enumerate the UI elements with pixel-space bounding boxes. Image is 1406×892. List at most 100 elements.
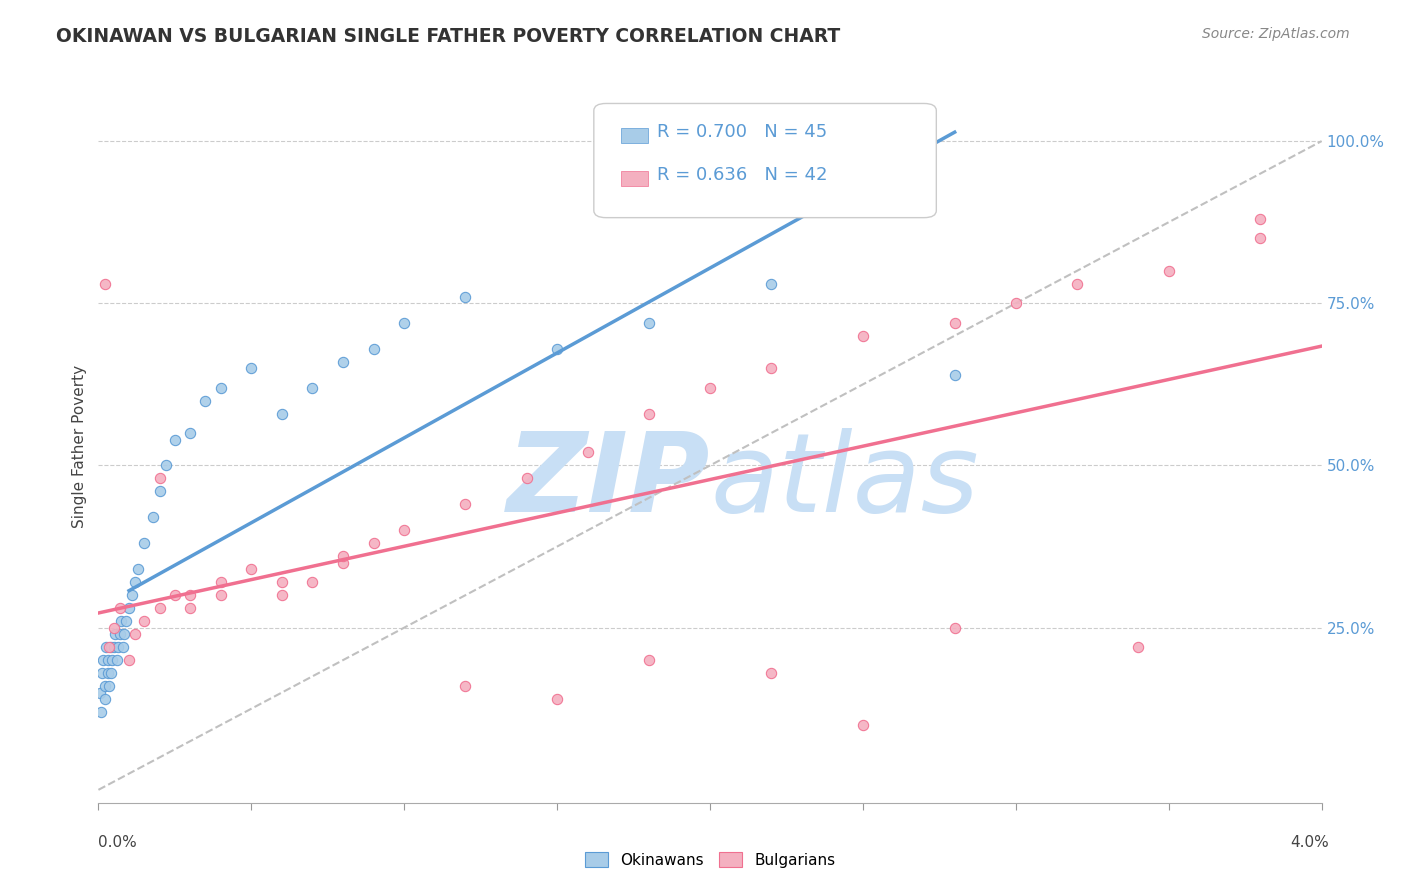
- Point: [1249, 231, 1271, 245]
- Point: [89, 685, 111, 699]
- Point: [1249, 211, 1271, 226]
- Point: [91, 666, 114, 681]
- Point: [454, 290, 477, 304]
- Text: Source: ZipAtlas.com: Source: ZipAtlas.com: [1202, 27, 1350, 41]
- Point: [546, 692, 568, 706]
- Point: [163, 588, 186, 602]
- Point: [142, 510, 165, 524]
- Point: [124, 627, 146, 641]
- FancyBboxPatch shape: [620, 128, 648, 144]
- Point: [759, 666, 782, 681]
- Point: [118, 601, 141, 615]
- Point: [637, 407, 661, 421]
- Point: [127, 562, 149, 576]
- Point: [240, 361, 263, 376]
- Point: [1157, 264, 1180, 278]
- Point: [516, 471, 538, 485]
- Point: [943, 368, 966, 382]
- Point: [332, 556, 354, 570]
- Point: [270, 407, 294, 421]
- Point: [637, 316, 661, 330]
- Point: [270, 588, 294, 602]
- Point: [163, 433, 186, 447]
- Y-axis label: Single Father Poverty: Single Father Poverty: [72, 365, 87, 527]
- Point: [363, 342, 385, 356]
- Point: [392, 524, 416, 538]
- Point: [100, 666, 122, 681]
- Text: OKINAWAN VS BULGARIAN SINGLE FATHER POVERTY CORRELATION CHART: OKINAWAN VS BULGARIAN SINGLE FATHER POVE…: [56, 27, 841, 45]
- Text: R = 0.636   N = 42: R = 0.636 N = 42: [658, 166, 828, 184]
- Point: [100, 640, 122, 654]
- Point: [94, 692, 117, 706]
- Point: [121, 588, 143, 602]
- Point: [105, 653, 128, 667]
- Point: [149, 484, 172, 499]
- Text: atlas: atlas: [710, 428, 979, 535]
- Point: [90, 705, 112, 719]
- Text: ZIP: ZIP: [506, 428, 710, 535]
- Point: [149, 601, 172, 615]
- Point: [104, 627, 127, 641]
- Point: [134, 536, 156, 550]
- Point: [112, 627, 135, 641]
- Point: [97, 666, 120, 681]
- Point: [179, 425, 201, 440]
- Point: [91, 653, 114, 667]
- Point: [699, 381, 721, 395]
- Point: [943, 316, 966, 330]
- Point: [93, 277, 115, 291]
- Point: [852, 718, 875, 732]
- Point: [392, 316, 416, 330]
- Text: 0.0%: 0.0%: [98, 836, 138, 850]
- Point: [240, 562, 263, 576]
- Point: [124, 575, 146, 590]
- Point: [98, 640, 121, 654]
- FancyBboxPatch shape: [593, 103, 936, 218]
- Legend: Okinawans, Bulgarians: Okinawans, Bulgarians: [579, 846, 841, 873]
- Point: [454, 497, 477, 511]
- Point: [179, 601, 201, 615]
- Point: [576, 445, 599, 459]
- Point: [149, 471, 172, 485]
- Point: [363, 536, 385, 550]
- FancyBboxPatch shape: [620, 170, 648, 186]
- Point: [194, 393, 217, 408]
- Point: [108, 601, 131, 615]
- Point: [94, 640, 117, 654]
- Point: [179, 588, 201, 602]
- Point: [103, 621, 125, 635]
- Point: [111, 640, 134, 654]
- Point: [546, 342, 568, 356]
- Point: [943, 621, 966, 635]
- Point: [1004, 296, 1026, 310]
- Point: [101, 653, 124, 667]
- Point: [1066, 277, 1088, 291]
- Point: [103, 640, 125, 654]
- Point: [115, 614, 138, 628]
- Point: [759, 361, 782, 376]
- Point: [332, 354, 354, 368]
- Point: [155, 458, 177, 473]
- Point: [759, 277, 782, 291]
- Point: [637, 653, 661, 667]
- Point: [454, 679, 477, 693]
- Point: [852, 328, 875, 343]
- Point: [98, 679, 121, 693]
- Point: [107, 640, 129, 654]
- Point: [270, 575, 294, 590]
- Point: [332, 549, 354, 564]
- Point: [134, 614, 156, 628]
- Point: [110, 614, 132, 628]
- Point: [209, 588, 232, 602]
- Point: [108, 627, 131, 641]
- Point: [118, 653, 141, 667]
- Point: [209, 575, 232, 590]
- Point: [93, 679, 115, 693]
- Point: [209, 381, 232, 395]
- Text: R = 0.700   N = 45: R = 0.700 N = 45: [658, 123, 828, 141]
- Point: [1128, 640, 1150, 654]
- Point: [301, 575, 323, 590]
- Point: [97, 653, 120, 667]
- Text: 4.0%: 4.0%: [1289, 836, 1329, 850]
- Point: [301, 381, 323, 395]
